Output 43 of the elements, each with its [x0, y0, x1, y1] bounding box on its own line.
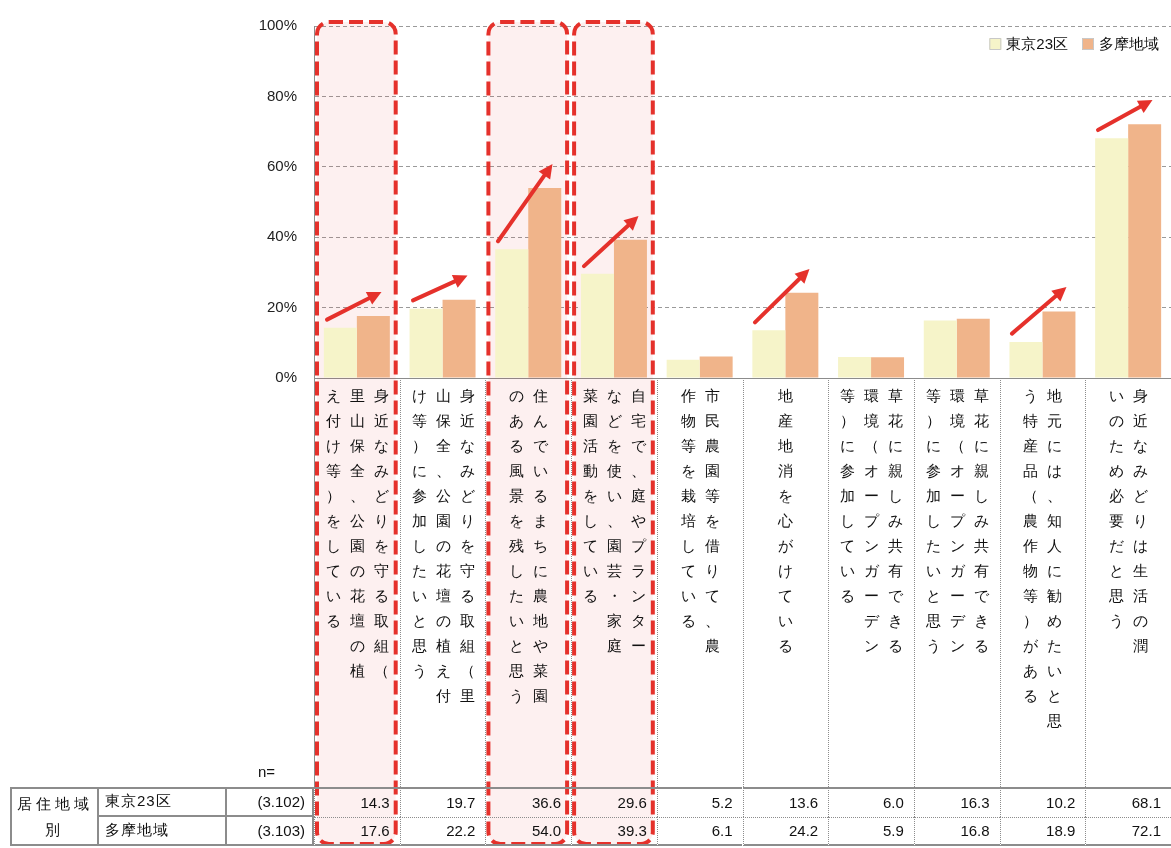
data-label: 24.2 — [788, 822, 819, 840]
data-label: 16.3 — [960, 794, 990, 812]
text: 東京23区 — [105, 792, 172, 810]
data-label: 68.1 — [1131, 794, 1161, 812]
category-label: 草花に親しみ共有できる環境（オープンガーデン等）に参加している — [840, 387, 904, 654]
data-label: 36.6 — [531, 794, 562, 812]
data-label: 16.8 — [960, 822, 990, 840]
data-label: 18.9 — [1046, 822, 1076, 840]
legend-label: 多摩地域 — [1099, 35, 1159, 53]
category-label: 自宅で、庭やプランターなどを使い、園芸・家庭菜園活動をしている — [582, 387, 646, 654]
text: n= — [258, 763, 276, 781]
data-label: 22.2 — [446, 822, 476, 840]
category-label: 草花に親しみ共有できる環境（オープンガーデン等）に参加したいと思う — [925, 387, 989, 654]
data-label: 6.1 — [711, 822, 733, 840]
y-tick-label: 0% — [275, 368, 297, 386]
category-label: 住んでいるまちに農地や菜園のある風景を残したいと思う — [509, 387, 549, 704]
category-label: 身近なみどりを守る取組（里山保全、公園の花壇の植え付け等）をしている — [325, 387, 389, 679]
data-label: 19.7 — [446, 794, 476, 812]
data-label: 17.6 — [360, 822, 390, 840]
data-label: 29.6 — [617, 794, 647, 812]
data-label: 5.9 — [883, 822, 904, 840]
data-label: 39.3 — [617, 822, 647, 840]
y-tick-label: 60% — [266, 156, 297, 174]
y-tick-label: 20% — [266, 297, 297, 315]
text: 居住地域別 — [15, 793, 94, 840]
legend-label: 東京23区 — [1006, 35, 1068, 53]
y-tick-label: 80% — [266, 86, 297, 104]
text: (3.103) — [257, 821, 305, 839]
category-label: 市民農園等を借りて、農作物等を栽培している — [680, 387, 720, 654]
data-label: 6.0 — [883, 794, 904, 812]
data-label: 10.2 — [1046, 794, 1076, 812]
data-label: 72.1 — [1131, 822, 1161, 840]
data-label: 54.0 — [531, 822, 562, 840]
data-label: 14.3 — [360, 794, 390, 812]
text: (3.102) — [257, 793, 305, 811]
data-label: 13.6 — [788, 794, 819, 812]
data-label: 5.2 — [711, 794, 733, 812]
category-label: 地元には、知人に勧めたいと思う特産品（農作物等）がある — [1023, 387, 1063, 729]
category-label: 地産地消を心がけている — [778, 387, 794, 654]
y-tick-label: 40% — [266, 227, 297, 245]
category-label: 身近なみどりは生活の潤いのため必要だと思う — [1109, 387, 1149, 654]
category-label: 身近なみどりを守る取組（里山保全、公園の花壇の植え付け等）に参加したいと思う — [411, 387, 475, 704]
y-tick-label: 100% — [258, 16, 297, 34]
